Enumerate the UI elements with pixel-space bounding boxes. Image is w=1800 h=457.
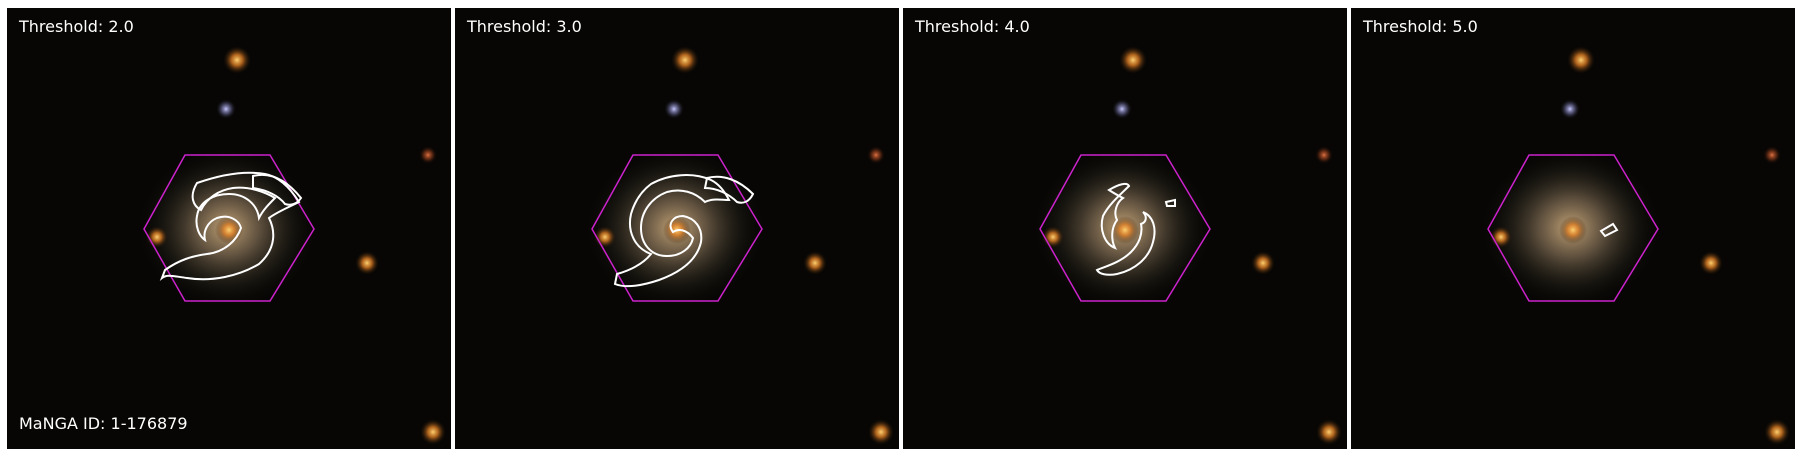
star: [867, 146, 885, 164]
ifu-hexagon: [591, 154, 763, 302]
star: [1251, 251, 1275, 275]
threshold-contour: [159, 171, 301, 282]
ifu-hexagon: [143, 154, 315, 302]
star: [671, 46, 699, 74]
star: [355, 251, 379, 275]
star: [803, 251, 827, 275]
galaxy-core: [1559, 216, 1587, 244]
image-panel-threshold-5: Threshold: 5.0: [1351, 8, 1795, 449]
galaxy-image: [903, 8, 1347, 449]
star: [1112, 99, 1132, 119]
star: [1560, 99, 1580, 119]
panel-threshold-label: Threshold: 5.0: [1363, 17, 1478, 36]
galaxy-core: [1111, 216, 1139, 244]
manga-id-label: MaNGA ID: 1-176879: [19, 414, 188, 433]
galaxy-image: [1351, 8, 1795, 449]
star: [419, 146, 437, 164]
star: [216, 99, 236, 119]
panel-threshold-label: Threshold: 3.0: [467, 17, 582, 36]
galaxy-image: [7, 8, 451, 449]
star: [223, 46, 251, 74]
ifu-hexagon: [1039, 154, 1211, 302]
star: [420, 419, 446, 445]
star: [1119, 46, 1147, 74]
star: [1316, 419, 1342, 445]
panel-threshold-label: Threshold: 2.0: [19, 17, 134, 36]
ifu-hexagon: [1487, 154, 1659, 302]
image-panel-threshold-3: Threshold: 3.0: [455, 8, 899, 449]
threshold-contour: [1164, 198, 1176, 207]
threshold-contour: [613, 174, 731, 288]
star: [1764, 419, 1790, 445]
star: [1567, 46, 1595, 74]
star: [1699, 251, 1723, 275]
threshold-contour: [1095, 211, 1156, 276]
star: [1763, 146, 1781, 164]
image-panel-threshold-2: Threshold: 2.0 MaNGA ID: 1-176879: [7, 8, 451, 449]
star: [1315, 146, 1333, 164]
galaxy-core: [215, 216, 243, 244]
star: [868, 419, 894, 445]
panel-threshold-label: Threshold: 4.0: [915, 17, 1030, 36]
threshold-contour: [252, 173, 303, 206]
galaxy-image: [455, 8, 899, 449]
star: [664, 99, 684, 119]
threshold-contour: [1599, 222, 1619, 238]
image-panel-threshold-4: Threshold: 4.0: [903, 8, 1347, 449]
threshold-contour: [703, 175, 755, 204]
threshold-contour: [1100, 182, 1131, 250]
